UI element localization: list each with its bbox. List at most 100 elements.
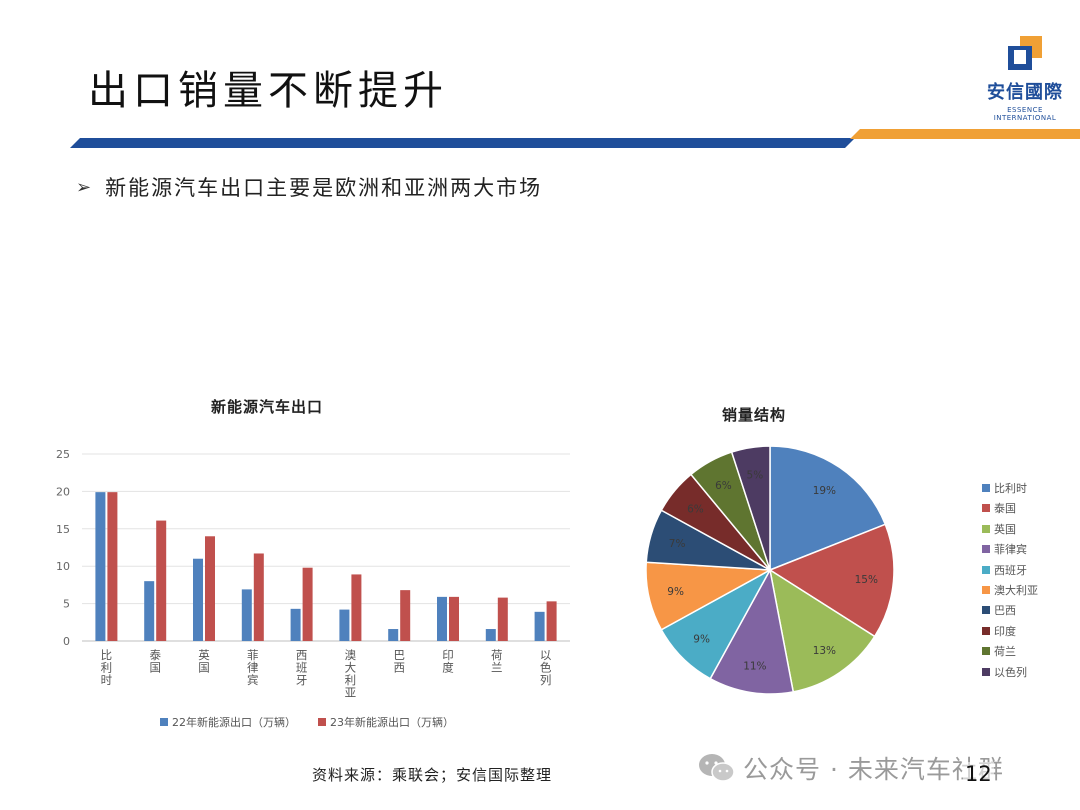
pie-legend-label: 巴西	[994, 604, 1016, 618]
y-tick-label: 10	[56, 560, 70, 573]
pie-legend-label: 英国	[994, 522, 1016, 536]
bar-23	[497, 597, 508, 641]
x-tick-label: 亚	[345, 686, 357, 700]
bar-23	[302, 567, 313, 641]
pie-legend-swatch	[982, 585, 990, 594]
bullet-text: 新能源汽车出口主要是欧洲和亚洲两大市场	[105, 176, 543, 200]
pie-value-label: 6%	[687, 503, 704, 515]
bar-23	[205, 536, 215, 641]
x-tick-label: 印	[442, 648, 454, 662]
pie-chart-title: 销量结构	[722, 406, 787, 424]
pie-legend-label: 比利时	[994, 482, 1027, 495]
pie-legend-swatch	[982, 667, 990, 676]
pie-legend-item: 英国	[982, 521, 1038, 537]
x-tick-label: 宾	[247, 673, 258, 687]
pie-legend-item: 澳大利亚	[982, 582, 1038, 598]
bar-22	[241, 589, 252, 641]
bar-23	[107, 492, 118, 641]
pie-value-label: 6%	[715, 480, 732, 492]
x-tick-label: 西	[393, 661, 405, 675]
pie-value-label: 11%	[743, 661, 766, 673]
bar-22	[388, 629, 399, 641]
header-band-blue	[70, 138, 855, 148]
x-tick-label: 英	[198, 648, 210, 662]
x-tick-label: 利	[345, 673, 357, 687]
bar-22	[485, 629, 496, 641]
pie-value-label: 7%	[669, 538, 686, 550]
x-tick-label: 比	[101, 648, 113, 662]
pie-legend-swatch	[982, 484, 990, 492]
bar-chart-legend: 22年新能源出口（万辆） 23年新能源出口（万辆）	[160, 714, 454, 730]
bar-23	[351, 574, 362, 641]
x-tick-label: 牙	[296, 673, 308, 687]
pie-legend-item: 比利时	[982, 480, 1038, 496]
pie-slice	[768, 523, 895, 638]
wechat-icon	[699, 754, 735, 782]
pie-legend-item: 荷兰	[982, 643, 1038, 659]
y-tick-label: 15	[56, 523, 70, 536]
pie-legend-item: 菲律宾	[982, 541, 1038, 557]
company-logo: 安信國際 ESSENCE INTERNATIONAL	[980, 36, 1070, 122]
x-tick-label: 班	[296, 661, 308, 675]
header-band-orange	[850, 129, 1080, 139]
watermark-text: 公众号 · 未来汽车社群	[743, 755, 1004, 784]
x-tick-label: 西	[296, 648, 308, 662]
source-note: 资料来源：乘联会；安信国际整理	[312, 766, 553, 784]
pie-value-label: 19%	[813, 485, 836, 497]
pie-slice	[709, 567, 795, 695]
pie-legend-item: 印度	[982, 623, 1038, 639]
x-tick-label: 国	[198, 661, 210, 675]
x-tick-label: 菲	[247, 648, 258, 662]
bar-23	[400, 590, 411, 641]
logo-text-en: ESSENCE INTERNATIONAL	[993, 106, 1057, 122]
arrow-bullet-icon: ➢	[76, 176, 94, 198]
x-tick-label: 兰	[491, 661, 503, 675]
x-tick-label: 巴	[393, 648, 405, 662]
x-tick-label: 以	[540, 648, 552, 662]
y-tick-label: 5	[63, 598, 70, 611]
bar-22	[95, 492, 106, 641]
pie-legend-swatch	[982, 626, 990, 635]
slide-title: 出口销量不断提升	[88, 68, 448, 114]
legend-label-23: 23年新能源出口（万辆）	[330, 716, 454, 729]
x-tick-label: 时	[101, 673, 113, 687]
pie-value-label: 13%	[813, 645, 836, 657]
pie-legend-swatch	[982, 565, 990, 574]
pie-legend-label: 荷兰	[994, 645, 1016, 659]
y-tick-label: 25	[56, 448, 70, 461]
logo-mark-icon	[1008, 36, 1042, 70]
pie-value-label: 9%	[667, 586, 684, 598]
pie-legend-label: 以色列	[994, 665, 1027, 679]
bar-23	[449, 596, 459, 641]
legend-swatch-blue	[160, 718, 168, 726]
pie-legend-swatch	[982, 524, 990, 533]
pie-legend-item: 西班牙	[982, 562, 1038, 578]
bar-23	[156, 520, 167, 641]
x-tick-label: 荷	[491, 648, 503, 662]
pie-legend-item: 泰国	[982, 500, 1038, 516]
x-tick-label: 色	[540, 661, 552, 675]
x-tick-label: 澳	[345, 648, 357, 662]
pie-legend-label: 澳大利亚	[994, 583, 1038, 597]
pie-slice	[730, 445, 771, 571]
pie-chart-legend: 比利时泰国英国菲律宾西班牙澳大利亚巴西印度荷兰以色列	[982, 480, 1038, 684]
y-tick-label: 20	[56, 485, 70, 498]
bar-23	[253, 553, 264, 641]
legend-label-22: 22年新能源出口（万辆）	[172, 716, 296, 729]
pie-legend-label: 印度	[994, 624, 1016, 638]
legend-item-23: 23年新能源出口（万辆）	[318, 714, 454, 730]
pie-chart: 19% 15% 13% 11% 9% 9% 7% 6% 6% 5%	[645, 445, 895, 695]
x-tick-label: 国	[149, 661, 161, 675]
pie-legend-label: 西班牙	[994, 563, 1027, 577]
pie-value-label: 15%	[855, 574, 878, 586]
pie-legend-swatch	[982, 647, 990, 656]
pie-legend-swatch	[982, 504, 990, 513]
bar-22	[193, 558, 203, 641]
pie-legend-label: 泰国	[994, 502, 1016, 516]
x-tick-label: 列	[540, 673, 552, 687]
x-tick-label: 度	[442, 661, 454, 675]
legend-item-22: 22年新能源出口（万辆）	[160, 714, 296, 730]
pie-legend-label: 菲律宾	[994, 543, 1027, 557]
pie-legend-swatch	[982, 545, 990, 554]
